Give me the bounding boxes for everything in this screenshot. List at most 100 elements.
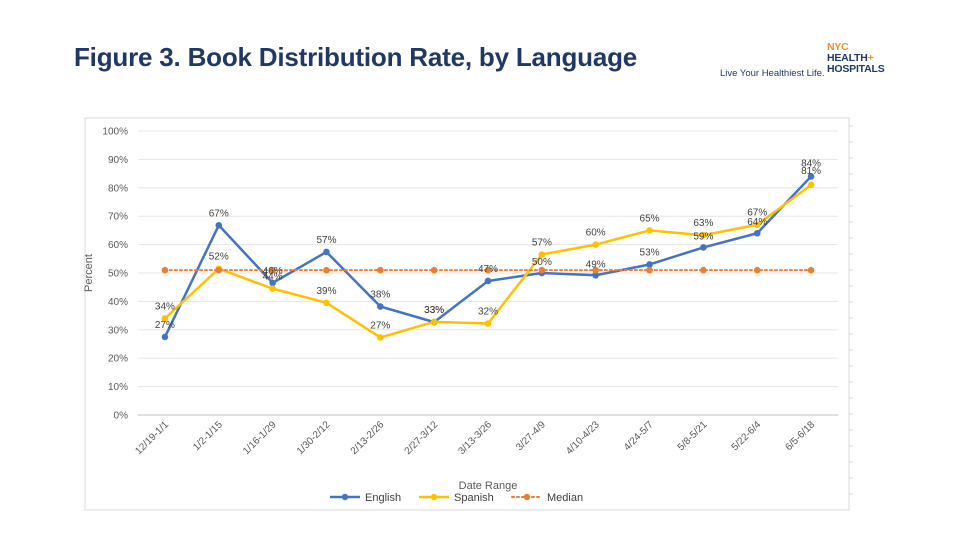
data-label-english: 50%	[532, 257, 552, 268]
data-point-spanish	[807, 181, 815, 189]
data-label-spanish: 60%	[586, 228, 606, 239]
x-tick-label: 2/27-3/12	[403, 419, 441, 457]
x-tick-label: 6/5-6/18	[783, 419, 817, 453]
legend-label-english: English	[365, 492, 401, 504]
slide-title: Figure 3. Book Distribution Rate, by Lan…	[74, 42, 638, 72]
legend-marker-median	[523, 493, 531, 501]
data-label-english: 47%	[478, 264, 498, 275]
legend-label-median: Median	[547, 492, 583, 504]
data-label-english: 59%	[693, 231, 713, 242]
y-tick-label: 50%	[108, 269, 128, 280]
legend-marker-english	[341, 493, 349, 501]
data-label-english: 57%	[316, 235, 336, 246]
nyc-health-hospitals-logo: Live Your Healthiest Life. NYC HEALTH+ H…	[720, 42, 920, 82]
data-label-english: 49%	[586, 259, 606, 270]
data-label-english: 33%	[424, 305, 444, 316]
data-point-median	[269, 266, 276, 274]
y-tick-label: 20%	[108, 354, 128, 365]
logo-wordmark: NYC HEALTH+ HOSPITALS	[827, 42, 885, 75]
data-point-median	[323, 266, 330, 274]
x-tick-label: 1/30-2/12	[295, 419, 333, 457]
data-point-english	[807, 173, 815, 180]
data-point-english	[269, 279, 276, 287]
y-axis-ticks: 0% 10% 20% 30% 40% 50% 60% 70% 80% 90% 100%	[102, 127, 128, 422]
x-tick-label: 1/16-1/29	[241, 419, 279, 457]
data-point-english	[215, 221, 223, 229]
data-label-spanish: 67%	[747, 208, 767, 219]
data-point-spanish	[753, 221, 761, 229]
data-point-spanish	[377, 334, 384, 341]
data-label-spanish: 34%	[155, 301, 175, 312]
data-point-spanish	[646, 227, 653, 234]
data-point-english	[646, 261, 653, 268]
legend-item-median: Median	[511, 492, 583, 504]
data-point-english	[753, 229, 761, 237]
data-point-english	[592, 271, 599, 279]
logo-tagline: Live Your Healthiest Life.	[720, 68, 825, 79]
y-tick-label: 40%	[108, 297, 128, 308]
x-tick-label: 4/24-5/7	[622, 419, 656, 453]
y-tick-label: 60%	[108, 240, 128, 251]
x-tick-label: 3/27-4/9	[514, 419, 548, 453]
y-tick-label: 80%	[108, 183, 128, 194]
data-label-spanish: 33%	[424, 305, 444, 316]
series-spanish	[161, 181, 815, 341]
legend-item-spanish: Spanish	[419, 492, 494, 504]
logo-hospitals: HOSPITALS	[827, 63, 885, 75]
data-point-spanish	[161, 315, 169, 322]
data-label-english: 38%	[370, 290, 390, 301]
x-tick-label: 2/13-2/26	[349, 419, 387, 457]
data-point-median	[753, 266, 761, 274]
data-point-median	[484, 266, 492, 274]
data-point-spanish	[484, 320, 492, 327]
data-label-english: 46%	[263, 266, 283, 277]
data-label-english: 64%	[747, 217, 767, 228]
data-point-english	[377, 303, 384, 310]
data-label-english: 84%	[801, 158, 821, 169]
y-tick-label: 90%	[108, 155, 128, 166]
x-tick-label: 12/19-1/1	[133, 419, 171, 457]
data-point-median	[807, 266, 815, 274]
chart-area-border	[84, 117, 850, 511]
data-point-median	[646, 266, 653, 274]
data-label-spanish: 52%	[209, 252, 229, 263]
data-label-spanish: 57%	[532, 238, 552, 249]
data-point-english	[484, 277, 492, 285]
series-group	[161, 173, 815, 341]
legend-label-spanish: Spanish	[454, 492, 494, 504]
data-label-spanish: 27%	[370, 320, 390, 331]
y-tick-label: 10%	[108, 382, 128, 393]
y-tick-label: 0%	[114, 411, 129, 422]
y-tick-label: 70%	[108, 212, 128, 223]
data-label-english: 67%	[209, 208, 229, 219]
legend-marker-spanish	[430, 493, 438, 501]
data-point-english	[323, 248, 330, 256]
series-median	[161, 266, 815, 274]
data-point-english	[161, 333, 169, 341]
y-axis-title: Percent	[83, 254, 95, 292]
data-point-english	[700, 244, 707, 251]
data-label-spanish: 32%	[478, 307, 498, 318]
data-point-median	[215, 266, 223, 274]
x-tick-label: 5/22-6/4	[730, 419, 764, 453]
data-label-spanish: 39%	[316, 286, 336, 297]
data-label-spanish: 81%	[801, 166, 821, 177]
data-point-spanish	[323, 299, 330, 307]
data-point-median	[161, 266, 169, 274]
logo-nyc: NYC	[827, 41, 849, 53]
data-label-english: 53%	[640, 247, 660, 258]
data-point-median	[377, 266, 384, 274]
data-label-spanish: 63%	[693, 218, 713, 229]
x-axis-ticks: 12/19-1/1 1/2-1/15 1/16-1/29 1/30-2/12 2/13-…	[133, 419, 817, 457]
chart-frame	[84, 117, 853, 511]
data-point-median	[700, 266, 707, 274]
data-point-spanish	[269, 285, 276, 292]
data-labels: 27% 67% 46% 57% 38% 33% 47% 50% 49% 53% 59% 64% 84% 3…	[155, 158, 821, 331]
logo-health: HEALTH	[827, 52, 868, 64]
x-tick-label: 5/8-5/21	[676, 419, 710, 453]
legend: English Spanish Median	[330, 492, 583, 504]
data-point-spanish	[700, 231, 707, 239]
legend-item-english: English	[330, 492, 401, 504]
gridlines	[138, 130, 838, 416]
